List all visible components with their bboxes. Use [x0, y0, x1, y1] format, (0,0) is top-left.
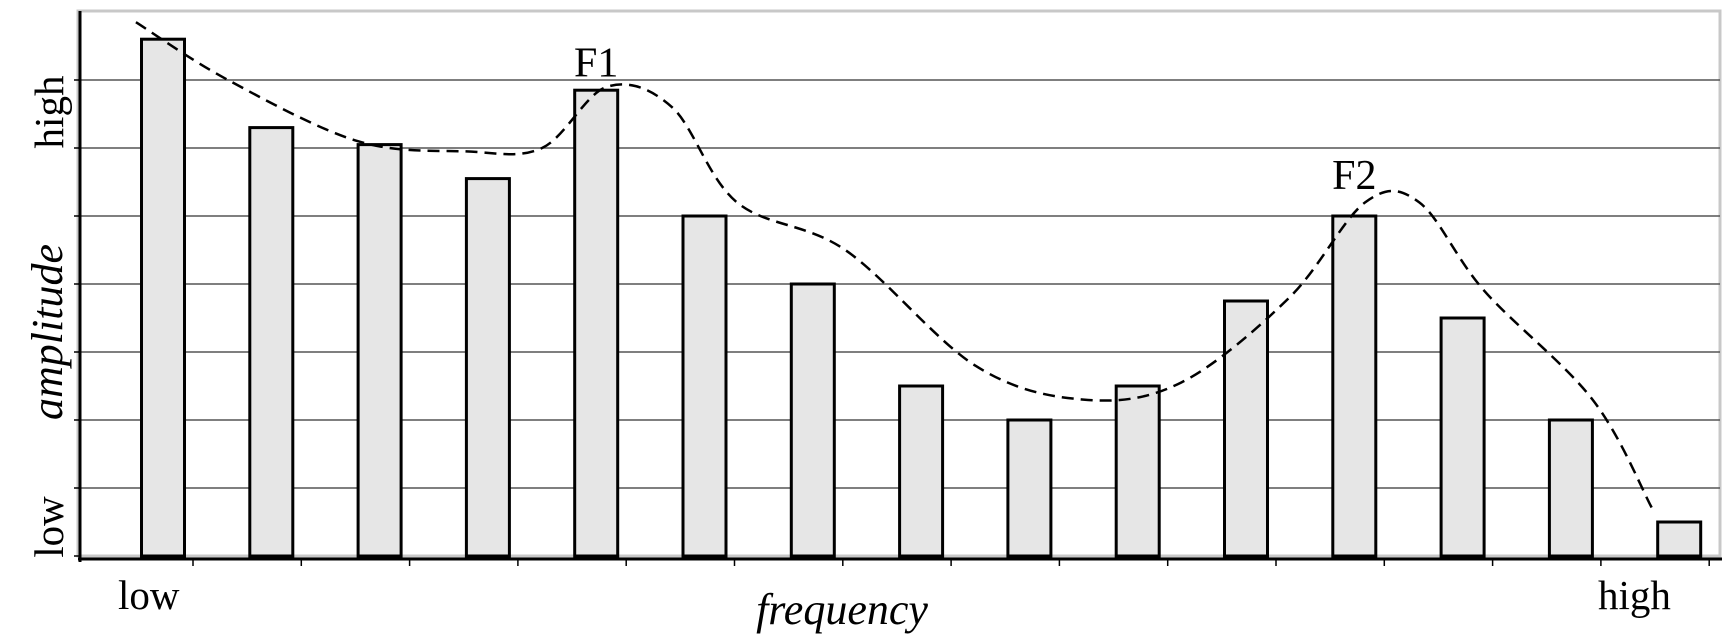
bar: [248, 126, 295, 558]
bar: [789, 282, 836, 558]
bar: [140, 37, 186, 558]
spectral-envelope-line: [135, 21, 1654, 510]
formant-annotations: F1 F2: [574, 41, 1376, 199]
y-axis-label: amplitude: [23, 244, 72, 420]
x-axis-label: frequency: [756, 585, 928, 634]
bar: [1331, 214, 1378, 558]
bar: [1547, 418, 1594, 558]
bar: [464, 177, 511, 558]
bar: [573, 88, 620, 558]
bar: [1114, 384, 1161, 558]
bar: [681, 214, 728, 558]
y-tick-label-low: low: [26, 496, 72, 558]
bar: [1006, 418, 1053, 558]
bar: [1439, 316, 1486, 558]
axes: [74, 11, 1722, 566]
x-tick-label-low: low: [118, 572, 180, 618]
x-tick-label-high: high: [1598, 572, 1671, 618]
bar: [1656, 520, 1703, 558]
bar: [1223, 299, 1269, 558]
formant-label-f2: F2: [1332, 153, 1376, 199]
y-tick-label-high: high: [26, 76, 72, 149]
bars: [140, 37, 1703, 558]
bar: [356, 143, 403, 558]
formant-label-f1: F1: [574, 41, 618, 87]
bar: [898, 384, 945, 558]
